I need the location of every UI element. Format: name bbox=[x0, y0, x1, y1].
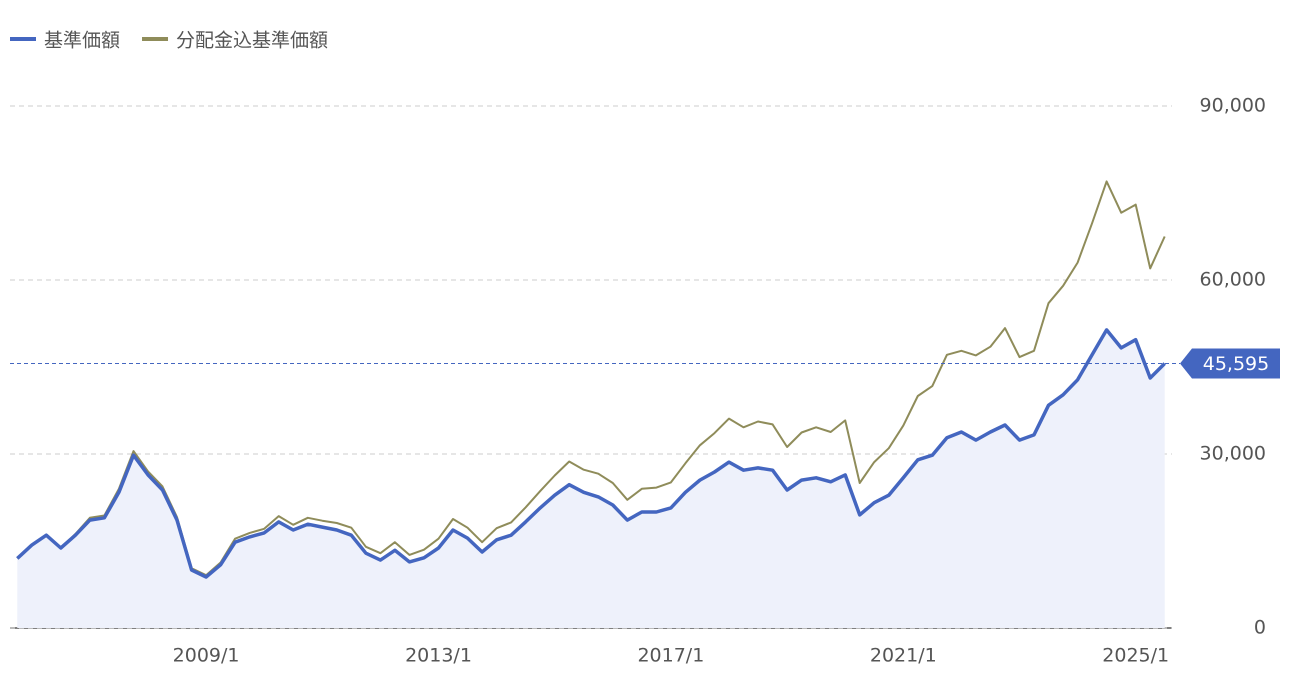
y-tick-label: 90,000 bbox=[1200, 95, 1266, 117]
area bbox=[17, 329, 1165, 628]
x-tick-label: 2021/1 bbox=[870, 645, 937, 667]
y-tick-label: 0 bbox=[1254, 617, 1266, 639]
x-tick-label: 2009/1 bbox=[173, 645, 240, 667]
legend-label: 基準価額 bbox=[44, 30, 120, 52]
legend-swatch bbox=[10, 37, 36, 41]
y-tick-label: 60,000 bbox=[1200, 269, 1266, 291]
x-tick-label: 2025/1 bbox=[1102, 645, 1169, 667]
series-line bbox=[16, 328, 1166, 579]
last-price-label: 45,595 bbox=[1203, 353, 1269, 375]
legend-swatch bbox=[142, 37, 169, 41]
x-tick-label: 2017/1 bbox=[637, 645, 704, 667]
x-tick-label: 2013/1 bbox=[405, 645, 472, 667]
y-tick-label: 30,000 bbox=[1200, 443, 1266, 465]
last-price-tag bbox=[1180, 348, 1280, 379]
legend-label: 分配金込基準価額 bbox=[176, 30, 328, 52]
